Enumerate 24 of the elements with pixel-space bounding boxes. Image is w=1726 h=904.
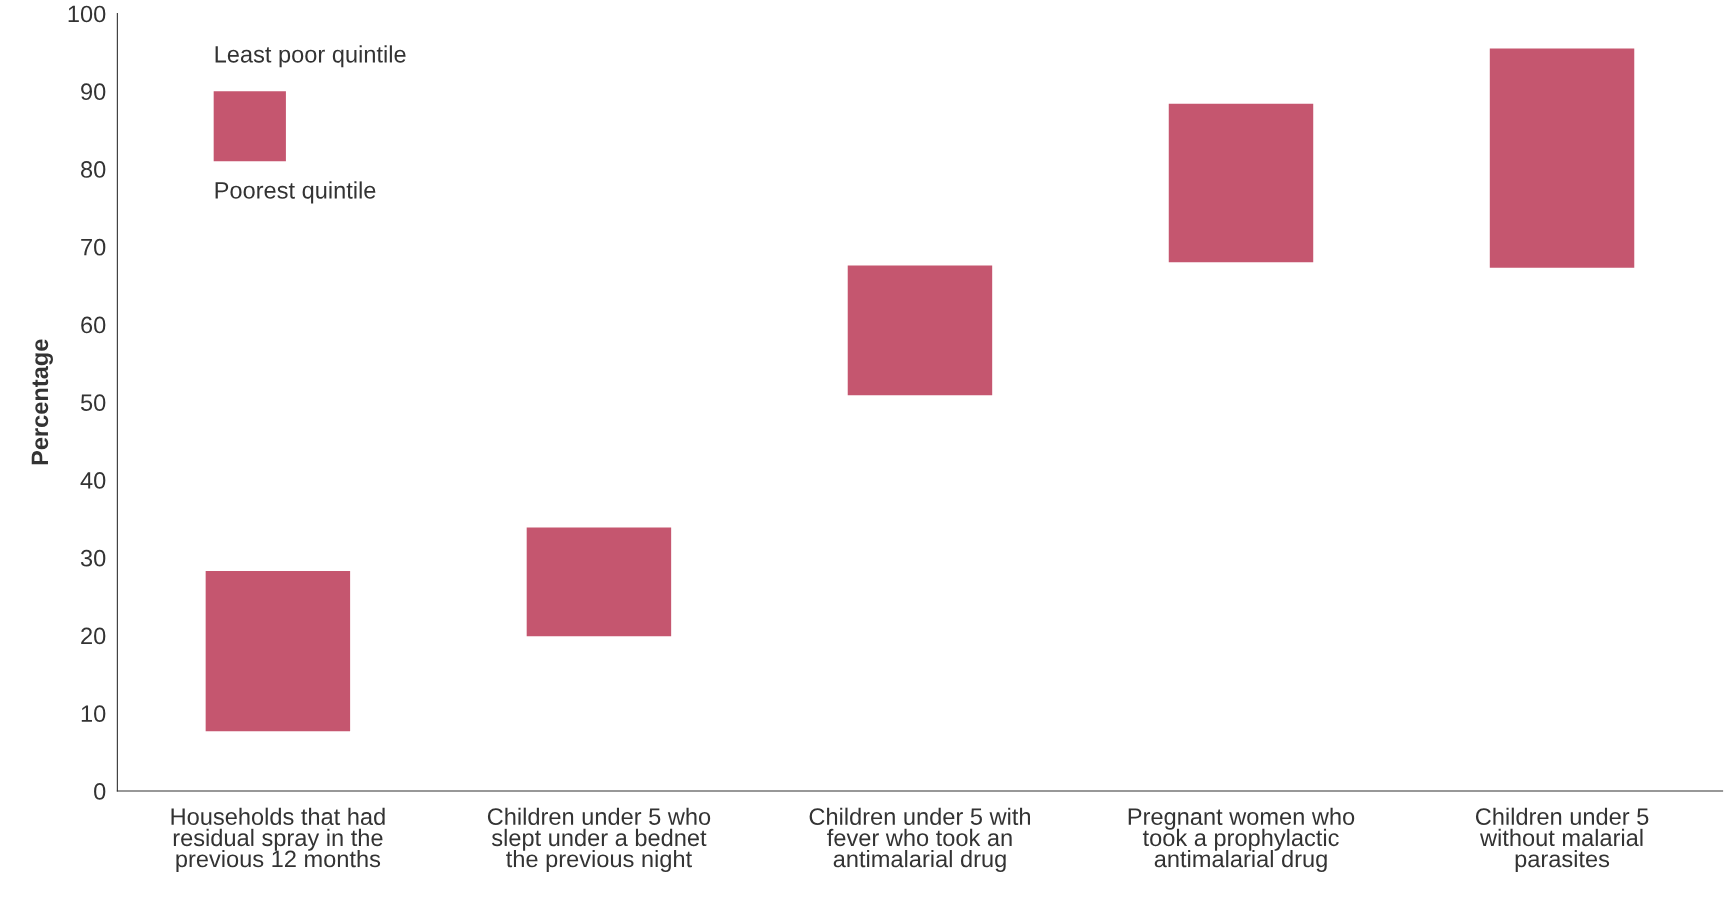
annotation: Poorest quintile [215,181,376,204]
x-tick-label: Households that had residual spray in the previous 12 months [171,807,385,872]
y-tick-label: 90 [81,83,106,101]
bar [1168,103,1314,263]
y-tick-label: 20 [81,627,106,645]
x-tick-label: Children under 5 without malarial parasites [1475,807,1649,872]
bar [847,265,993,396]
y-tick-label: 70 [81,238,106,256]
y-tick-label: 100 [68,5,106,23]
y-tick-label: 50 [80,394,106,412]
bar [1489,48,1635,268]
y-tick-label: 40 [80,472,106,489]
x-tick-label: Pregnant women who took a prophylactic antimalarial drug [1128,807,1355,872]
annotation: Least poor quintile [215,45,406,68]
y-tick-label: 60 [81,316,106,334]
y-axis-title: Percentage [31,339,53,465]
x-tick-label: Children under 5 with fever who took an antimalarial drug [809,807,1030,872]
y-tick-label: 30 [80,549,106,567]
x-tick-label: Children under 5 who slept under a bednet the previous night [487,807,711,872]
y-tick-label: 80 [81,161,106,178]
bar [526,527,672,637]
y-tick-label: 0 [94,783,106,800]
y-tick-label: 10 [81,705,106,723]
bar [205,570,351,732]
